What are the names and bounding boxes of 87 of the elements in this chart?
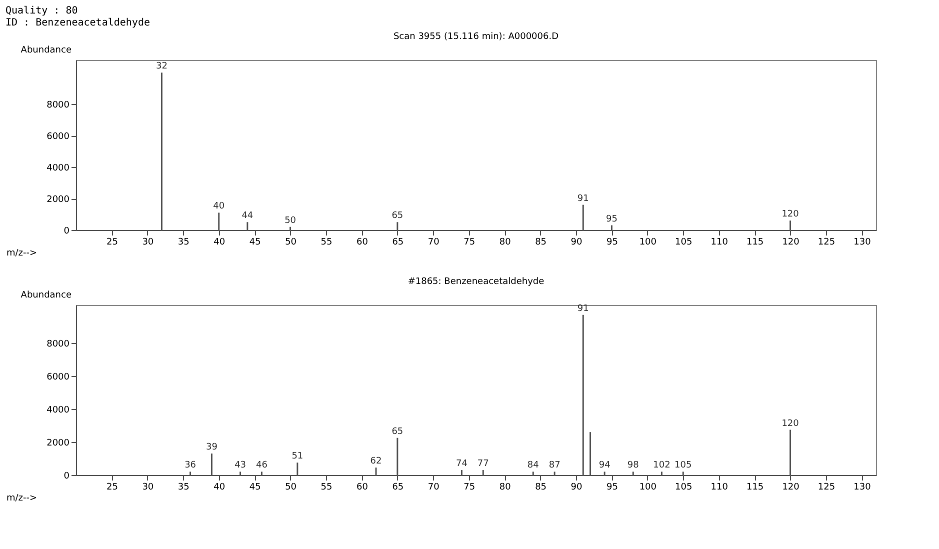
y-tick-label: 2000	[46, 438, 70, 448]
x-tick-label: 125	[818, 238, 836, 248]
annotation: 39	[206, 442, 218, 453]
x-tick-label: 55	[320, 238, 332, 248]
x-tick-label: 95	[606, 238, 618, 248]
annotation: 62	[370, 456, 382, 467]
x-tick-label: 45	[249, 482, 261, 492]
annotation: 91	[577, 194, 589, 204]
y-tick-label: 4000	[46, 405, 70, 416]
x-tick-label: 70	[428, 238, 440, 248]
x-tick-label: 50	[285, 238, 297, 248]
annotation: 98	[627, 460, 640, 471]
y-tick-label: 0	[64, 472, 70, 482]
x-tick-label: 105	[675, 482, 692, 492]
x-tick-label: 75	[464, 482, 476, 492]
x-tick-label: 45	[249, 238, 261, 248]
text: Quality : 80	[6, 6, 78, 16]
x-tick-label: 85	[535, 238, 547, 248]
x-tick-label: 40	[214, 238, 226, 248]
annotation: 44	[242, 211, 254, 222]
x-tick-label: 25	[106, 238, 118, 248]
annotation: 43	[234, 460, 246, 471]
annotation: 74	[456, 459, 468, 470]
x-tick-label: 120	[782, 238, 800, 248]
x-tick-label: 65	[392, 238, 404, 248]
x-tick-label: 65	[392, 482, 404, 492]
x-tick-label: 35	[178, 238, 190, 248]
x-tick-label: 110	[710, 482, 728, 492]
x-tick-label: 85	[535, 482, 547, 492]
annotation: 46	[256, 460, 268, 471]
annotation: 120	[782, 418, 800, 429]
x-axis-title: m/z-->	[6, 248, 38, 258]
x-tick-label: 90	[570, 482, 582, 492]
chart-title: #1865: Benzeneacetaldehyde	[408, 277, 545, 287]
x-tick-label: 115	[746, 482, 764, 492]
y-axis-title: Abundance	[20, 46, 72, 56]
annotation: 91	[577, 304, 589, 314]
x-tick-label: 125	[818, 482, 836, 492]
y-tick-label: 8000	[46, 339, 70, 350]
x-tick-label: 30	[142, 482, 154, 492]
x-tick-label: 95	[606, 482, 618, 492]
x-tick-label: 25	[106, 482, 118, 492]
annotation: 51	[292, 452, 304, 462]
x-tick-label: 35	[178, 482, 190, 492]
x-tick-label: 60	[356, 482, 368, 492]
x-tick-label: 80	[499, 482, 512, 492]
x-tick-label: 100	[639, 238, 657, 248]
annotation: 94	[598, 460, 611, 471]
x-tick-label: 130	[854, 482, 872, 492]
text: ID : Benzeneacetaldehyde	[6, 18, 150, 28]
y-tick-label: 4000	[46, 164, 70, 174]
x-tick-label: 90	[570, 238, 582, 248]
x-tick-label: 80	[499, 238, 512, 248]
annotation: 102	[653, 460, 670, 471]
y-tick-label: 8000	[46, 100, 70, 111]
y-tick-label: 6000	[46, 132, 70, 142]
annotation: 95	[606, 214, 618, 224]
x-tick-label: 115	[746, 238, 764, 248]
y-tick-label: 6000	[46, 372, 70, 382]
x-axis-title: m/z-->	[6, 494, 38, 504]
annotation: 87	[548, 460, 560, 471]
annotation: 50	[284, 216, 296, 226]
x-tick-label: 55	[320, 482, 332, 492]
annotation: 84	[527, 460, 540, 471]
annotation: 40	[213, 202, 225, 212]
x-tick-label: 130	[854, 238, 872, 248]
x-tick-label: 75	[464, 238, 476, 248]
x-tick-label: 100	[639, 482, 657, 492]
x-tick-label: 120	[782, 482, 800, 492]
annotation: 77	[477, 459, 489, 470]
x-tick-label: 60	[356, 238, 368, 248]
annotation: 36	[184, 460, 196, 471]
annotation: 105	[674, 460, 692, 471]
annotation: 32	[156, 62, 168, 72]
x-tick-label: 70	[428, 482, 440, 492]
annotation: 65	[392, 211, 404, 222]
y-tick-label: 2000	[46, 195, 70, 206]
annotation: 120	[782, 210, 800, 220]
annotation: 65	[392, 426, 404, 437]
x-tick-label: 110	[710, 238, 728, 248]
x-tick-label: 50	[285, 482, 297, 492]
x-tick-label: 40	[214, 482, 226, 492]
y-tick-label: 0	[64, 226, 70, 236]
x-tick-label: 30	[142, 238, 154, 248]
y-axis-title: Abundance	[20, 290, 72, 300]
chart-title: Scan 3955 (15.116 min): A000006.D	[393, 32, 559, 42]
x-tick-label: 105	[675, 238, 692, 248]
